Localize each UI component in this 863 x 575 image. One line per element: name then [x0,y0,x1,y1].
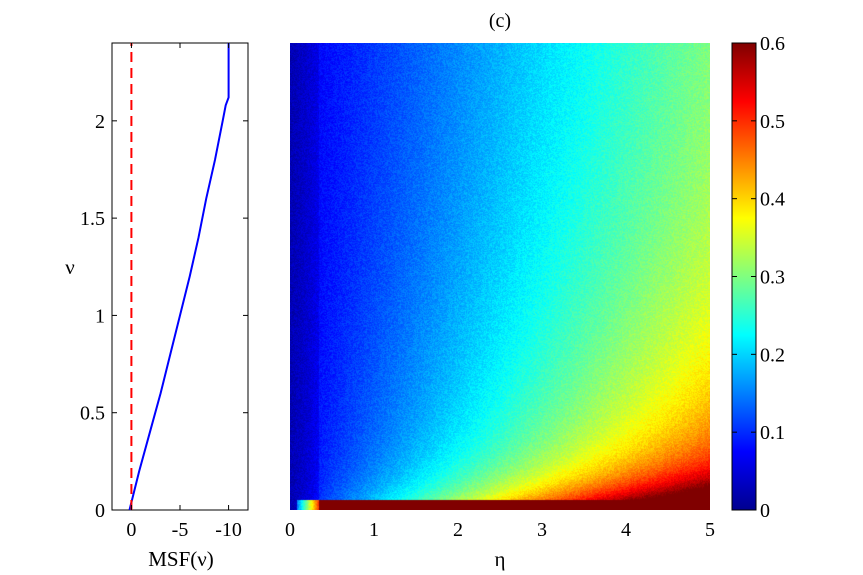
msf-y-tick-label: 0 [95,500,105,522]
msf-x-axis-label: MSF(ν) [148,547,214,571]
msf-line-panel: 0 -5 -10 0 0.5 1 1.5 2 MSF(ν) ν [65,42,249,571]
msf-x-tick-label: -10 [215,519,242,541]
heatmap-x-tick-label: 0 [285,519,295,541]
colorbar-tick-label: 0.5 [760,111,785,133]
msf-y-axis-label: ν [65,255,75,279]
msf-y-ticks: 0 0.5 1 1.5 2 [80,111,248,522]
heatmap-x-tick-label: 2 [453,519,463,541]
heatmap-x-tick-label: 4 [621,519,631,541]
heatmap-x-ticks: 0 1 2 3 4 5 [285,519,715,541]
heatmap-title: (c) [489,10,511,32]
msf-y-tick-label: 0.5 [80,403,105,425]
heatmap-x-axis-label: η [495,547,506,571]
msf-x-tick-label: -5 [172,519,189,541]
colorbar-tick-label: 0.6 [760,33,785,55]
colorbar-tick-label: 0.1 [760,422,785,444]
heatmap-x-tick-label: 3 [537,519,547,541]
msf-x-tick-label: 0 [126,519,136,541]
msf-plot-area [111,42,249,511]
heatmap-panel: (c) 0 1 2 3 4 5 η [285,10,715,571]
colorbar-tick-label: 0.3 [760,267,785,289]
colorbar-tick-label: 0.4 [760,189,785,211]
colorbar-tick-label: 0 [760,500,770,522]
msf-y-tick-label: 2 [95,111,105,133]
heatmap-x-tick-label: 1 [369,519,379,541]
msf-axes-box [111,42,249,511]
colorbar-ticks: 0 0.1 0.2 0.3 0.4 0.5 0.6 [732,33,785,522]
msf-y-tick-label: 1 [95,305,105,327]
colorbar-tick-label: 0.2 [760,344,785,366]
heatmap-x-tick-label: 5 [705,519,715,541]
heatmap-image [290,43,710,510]
msf-x-ticks: 0 -5 -10 [126,43,242,541]
colorbar: 0 0.1 0.2 0.3 0.4 0.5 0.6 [731,33,785,522]
msf-series-line-0 [128,43,230,511]
msf-y-tick-label: 1.5 [80,208,105,230]
